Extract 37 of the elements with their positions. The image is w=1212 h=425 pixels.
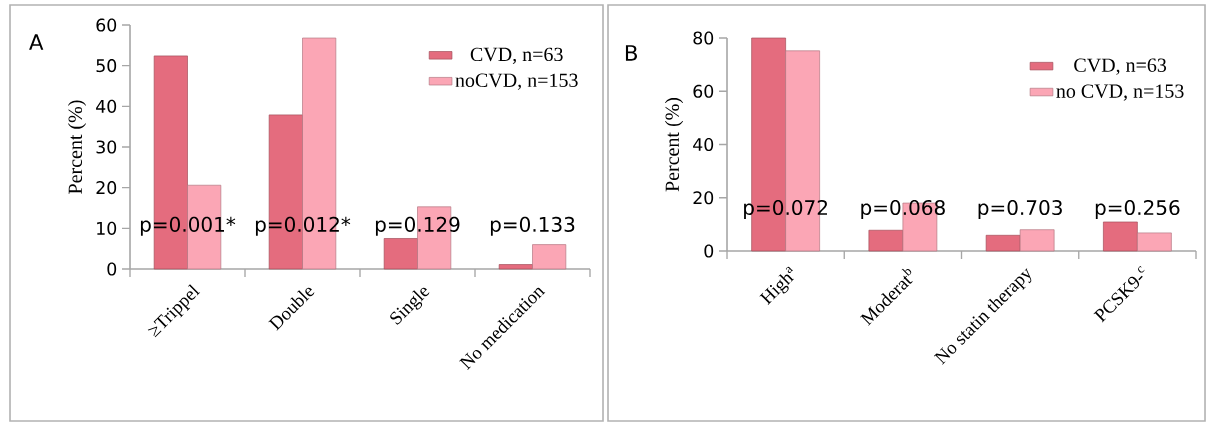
legend-label: noCVD, n=153 <box>455 73 578 90</box>
y-tick-label: 0 <box>107 262 117 276</box>
annotation: p=0.012* <box>255 216 351 236</box>
bar <box>498 264 533 270</box>
annotation: p=0.068 <box>861 199 945 219</box>
annotation: p=0.133 <box>490 216 575 236</box>
y-tick-label: 0 <box>704 244 714 258</box>
y-tick-label: 20 <box>96 181 117 195</box>
bar <box>985 234 1021 252</box>
y-tick-label: 50 <box>96 59 117 73</box>
bar <box>1103 221 1138 252</box>
bar <box>532 244 567 270</box>
annotation: p=0.129 <box>375 216 460 236</box>
y-tick-label: 60 <box>96 18 117 32</box>
bar <box>1019 229 1055 252</box>
annotation: p=0.256 <box>1095 199 1180 219</box>
text: B <box>625 45 637 61</box>
text: A <box>29 34 44 50</box>
y-axis-title: Percent (%) <box>67 100 87 194</box>
y-axis-title: Percent (%) <box>664 97 684 192</box>
y-tick-label: 20 <box>693 191 714 205</box>
bar <box>383 238 418 270</box>
legend-label: CVD, n=63 <box>1074 58 1167 75</box>
y-tick-label: 40 <box>693 137 714 152</box>
x-tick-label: High$^{a}$ <box>759 266 794 305</box>
annotation: p=0.001* <box>140 216 236 236</box>
y-tick-label: 60 <box>693 84 714 98</box>
bar <box>1137 232 1172 252</box>
y-tick-label: 30 <box>96 140 117 154</box>
legend-label: no CVD, n=153 <box>1056 84 1184 101</box>
bar <box>868 229 904 252</box>
legend-label: CVD, n=63 <box>470 47 563 64</box>
y-tick-label: 10 <box>97 221 117 235</box>
y-tick-label: 80 <box>693 31 714 45</box>
y-tick-label: 40 <box>96 99 117 113</box>
annotation: p=0.703 <box>978 199 1062 219</box>
annotation: p=0.072 <box>744 199 827 219</box>
